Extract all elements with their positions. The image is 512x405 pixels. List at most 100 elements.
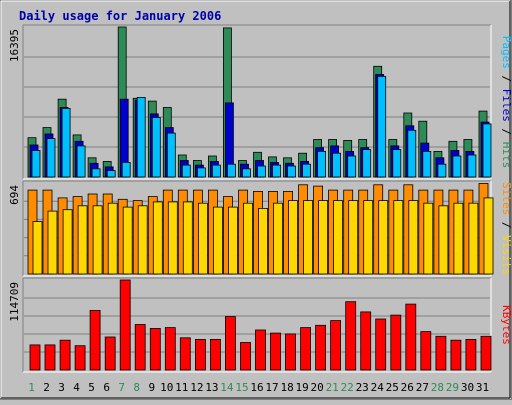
- x-tick-label-10: 10: [160, 381, 173, 394]
- bar-kbytes-day-6: [104, 336, 116, 371]
- bar-pages-day-24: [377, 76, 387, 178]
- bar-visits-day-21: [333, 200, 344, 275]
- bar-visits-day-6: [107, 202, 118, 275]
- bar-pages-day-20: [317, 150, 327, 178]
- bar-pages-day-28: [437, 163, 447, 178]
- bar-pages-day-1: [31, 150, 41, 178]
- bar-pages-day-3: [61, 108, 71, 178]
- bar-kbytes-day-28: [435, 335, 447, 371]
- bar-kbytes-day-26: [405, 303, 417, 371]
- x-tick-label-21: 21: [326, 381, 339, 394]
- x-tick-label-20: 20: [310, 381, 323, 394]
- bar-kbytes-day-30: [465, 338, 477, 371]
- legend-bottom: KBytes: [500, 305, 512, 345]
- bar-kbytes-day-21: [330, 320, 342, 371]
- bar-pages-day-10: [166, 132, 176, 178]
- bar-pages-day-15: [242, 168, 251, 178]
- bar-visits-day-3: [62, 209, 73, 275]
- x-tick-label-23: 23: [356, 381, 369, 394]
- x-tick-label-25: 25: [386, 381, 399, 394]
- bar-visits-day-5: [92, 205, 103, 275]
- bar-visits-day-31: [483, 197, 494, 275]
- bar-visits-day-14: [227, 206, 238, 275]
- series-visits: [32, 197, 494, 275]
- bar-kbytes-day-12: [194, 338, 206, 371]
- x-tick-label-9: 9: [148, 381, 155, 394]
- x-tick-label-18: 18: [280, 381, 293, 394]
- bar-visits-day-26: [408, 200, 419, 275]
- x-tick-label-16: 16: [250, 381, 263, 394]
- bar-pages-day-11: [181, 164, 191, 178]
- x-tick-label-8: 8: [133, 381, 140, 394]
- bar-pages-day-21: [332, 152, 342, 178]
- chart-panels: 16395 Pages / Files / Hits 694 Sites / Visi…: [8, 24, 512, 373]
- x-tick-label-28: 28: [431, 381, 444, 394]
- bar-pages-day-4: [76, 145, 86, 178]
- chart-title: Daily usage for January 2006: [19, 9, 221, 23]
- bar-visits-day-20: [318, 200, 329, 275]
- bar-kbytes-day-22: [345, 301, 357, 371]
- x-tick-label-13: 13: [205, 381, 218, 394]
- bar-kbytes-day-29: [450, 339, 462, 371]
- y-max-label-bottom: 114709: [8, 282, 21, 322]
- bar-visits-day-12: [197, 202, 208, 275]
- bar-pages-day-23: [362, 149, 372, 178]
- bar-kbytes-day-8: [134, 324, 146, 371]
- bar-pages-day-25: [392, 149, 402, 178]
- bar-kbytes-day-11: [179, 337, 191, 371]
- bar-visits-day-19: [303, 200, 314, 275]
- bar-visits-day-27: [423, 202, 434, 275]
- bar-kbytes-day-13: [209, 338, 221, 371]
- x-tick-label-3: 3: [58, 381, 65, 394]
- bar-pages-day-6: [106, 170, 116, 178]
- series-kbytes: [29, 279, 492, 371]
- bar-pages-day-5: [91, 168, 101, 178]
- panel-middle: 694 Sites / Visits: [8, 180, 512, 277]
- bar-visits-day-30: [468, 202, 479, 275]
- y-max-label-top: 16395: [8, 29, 21, 62]
- x-tick-label-2: 2: [43, 381, 50, 394]
- bar-kbytes-day-10: [164, 327, 176, 371]
- x-tick-label-4: 4: [73, 381, 80, 394]
- bar-kbytes-day-2: [44, 344, 56, 371]
- bar-kbytes-day-16: [255, 329, 266, 371]
- bar-kbytes-day-18: [285, 333, 296, 371]
- bar-visits-day-7: [122, 206, 133, 275]
- bar-pages-day-18: [287, 165, 296, 178]
- bar-kbytes-day-1: [29, 344, 41, 371]
- x-tick-label-26: 26: [401, 381, 414, 394]
- bar-kbytes-day-20: [315, 324, 327, 371]
- bar-pages-day-19: [302, 163, 312, 178]
- bar-visits-day-11: [182, 201, 193, 275]
- bar-pages-day-12: [196, 167, 206, 178]
- x-tick-label-14: 14: [220, 381, 234, 394]
- bar-kbytes-day-25: [390, 314, 402, 371]
- bar-kbytes-day-27: [420, 331, 432, 371]
- x-tick-label-6: 6: [103, 381, 110, 394]
- bar-kbytes-day-14: [224, 316, 236, 371]
- bar-pages-day-14: [226, 163, 236, 178]
- bar-pages-day-9: [151, 117, 161, 178]
- bar-visits-day-4: [77, 205, 88, 275]
- x-tick-label-30: 30: [461, 381, 474, 394]
- x-tick-label-7: 7: [118, 381, 125, 394]
- x-tick-label-5: 5: [88, 381, 95, 394]
- bar-kbytes-day-19: [300, 327, 312, 371]
- bar-pages-day-13: [211, 164, 221, 178]
- bar-visits-day-24: [378, 200, 389, 275]
- bar-pages-day-30: [467, 154, 477, 178]
- bar-pages-day-27: [422, 150, 432, 178]
- bar-pages-day-17: [272, 164, 281, 178]
- bar-pages-day-29: [452, 155, 462, 178]
- bar-kbytes-day-24: [375, 318, 387, 371]
- x-tick-label-24: 24: [371, 381, 385, 394]
- series-sites: [27, 183, 489, 275]
- bar-kbytes-day-17: [270, 332, 281, 371]
- panel-bottom: 114709 KBytes: [8, 277, 512, 373]
- x-tick-label-31: 31: [476, 381, 489, 394]
- bar-visits-day-15: [243, 202, 253, 275]
- series-pages: [31, 76, 492, 178]
- x-tick-label-15: 15: [235, 381, 248, 394]
